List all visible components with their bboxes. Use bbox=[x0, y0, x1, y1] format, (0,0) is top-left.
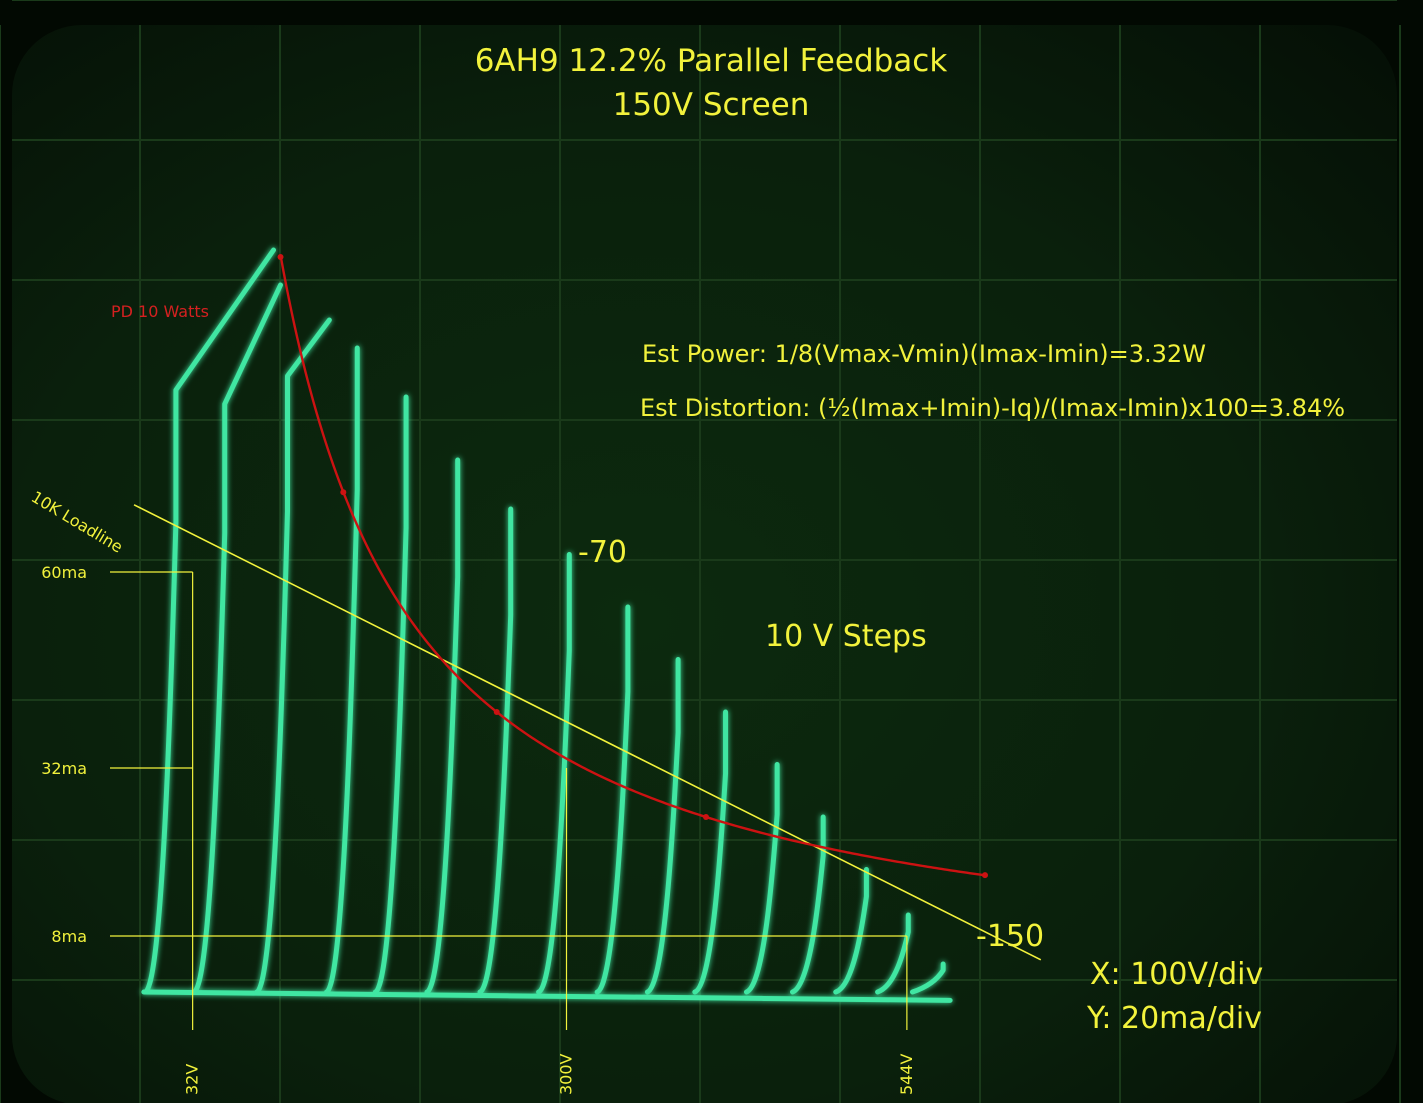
pd-point bbox=[703, 814, 709, 820]
crt-screen bbox=[12, 25, 1397, 1103]
y-scale-label: Y: 20ma/div bbox=[1086, 1001, 1262, 1036]
plate-curve bbox=[594, 604, 631, 995]
est-distortion-text: Est Distortion: (½(Imax+Imin)-Iq)/(Imax-… bbox=[640, 394, 1345, 422]
plate-curve bbox=[324, 345, 360, 995]
plate-curves bbox=[141, 247, 953, 1003]
pd-point bbox=[277, 254, 284, 260]
plate-curve bbox=[424, 457, 461, 995]
plate-curve bbox=[372, 394, 409, 995]
plate-curve bbox=[909, 961, 946, 995]
x-marker-label: 32V bbox=[183, 1064, 202, 1095]
grid-label-last: -150 bbox=[976, 919, 1044, 954]
plate-curve bbox=[191, 282, 284, 995]
loadline bbox=[133, 504, 1042, 961]
pd-label: PD 10 Watts bbox=[111, 302, 209, 321]
plate-curve bbox=[833, 867, 869, 995]
plate-curve bbox=[875, 912, 911, 995]
plate-curve bbox=[692, 709, 729, 995]
plate-curve bbox=[743, 762, 780, 995]
chart-subtitle: 150V Screen bbox=[613, 87, 810, 123]
plate-curve bbox=[644, 657, 681, 995]
y-marker-label: 32ma bbox=[41, 759, 87, 778]
axis-markers: 60ma 32ma 8ma 32V 300V 544V bbox=[41, 563, 916, 1095]
overlay-lines bbox=[133, 254, 1042, 961]
plate-curve bbox=[477, 506, 514, 995]
est-power-text: Est Power: 1/8(Vmax-Vmin)(Imax-Imin)=3.3… bbox=[642, 340, 1206, 368]
x-marker-label: 300V bbox=[557, 1053, 576, 1095]
pd-point bbox=[340, 489, 347, 496]
pd-curve bbox=[279, 254, 984, 877]
x-marker-label: 544V bbox=[897, 1053, 916, 1095]
step-label: 10 V Steps bbox=[765, 619, 927, 654]
plate-curve bbox=[142, 247, 277, 995]
plate-curve bbox=[536, 552, 572, 995]
grid-label-first: -70 bbox=[578, 535, 627, 570]
chart-title: 6AH9 12.2% Parallel Feedback bbox=[475, 43, 948, 79]
pd-point bbox=[982, 872, 988, 879]
plate-curve bbox=[254, 317, 332, 995]
x-scale-label: X: 100V/div bbox=[1090, 957, 1263, 992]
y-marker-label: 60ma bbox=[41, 563, 87, 582]
y-marker-label: 8ma bbox=[51, 927, 87, 946]
pd-point bbox=[493, 709, 500, 715]
baseline-trace bbox=[141, 989, 953, 1003]
plate-curve bbox=[789, 814, 826, 995]
